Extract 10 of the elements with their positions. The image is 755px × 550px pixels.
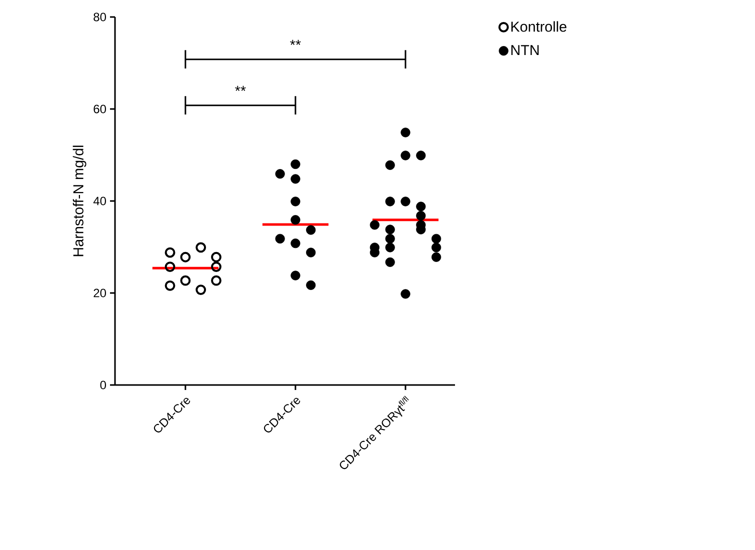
y-tick-label: 0 <box>100 380 106 390</box>
legend-label: Kontrolle <box>511 21 566 32</box>
y-axis-title: Harnstoff-N mg/dl <box>72 146 86 256</box>
legend-label: NTN <box>511 45 539 56</box>
y-tick-label: 60 <box>94 104 106 114</box>
y-tick-label: 20 <box>94 288 106 298</box>
annotation: ** <box>290 40 301 45</box>
annotation: ** <box>235 86 246 91</box>
y-tick-label: 80 <box>94 12 106 22</box>
y-tick-label: 40 <box>93 196 106 206</box>
